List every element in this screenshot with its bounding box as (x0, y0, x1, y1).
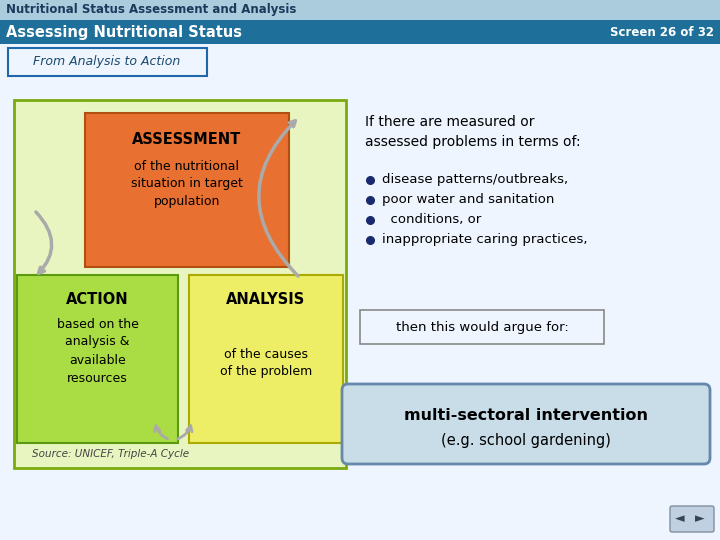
Text: poor water and sanitation: poor water and sanitation (382, 193, 554, 206)
Text: Source: UNICEF, Triple-A Cycle: Source: UNICEF, Triple-A Cycle (32, 449, 189, 459)
FancyBboxPatch shape (0, 0, 720, 20)
Text: ANALYSIS: ANALYSIS (226, 293, 305, 307)
Text: of the causes: of the causes (224, 348, 308, 361)
Text: ◄: ◄ (675, 512, 685, 525)
Text: Assessing Nutritional Status: Assessing Nutritional Status (6, 24, 242, 39)
Text: ASSESSMENT: ASSESSMENT (132, 132, 242, 147)
Text: of the problem: of the problem (220, 366, 312, 379)
Text: analysis &: analysis & (66, 335, 130, 348)
Text: available: available (69, 354, 126, 367)
Text: If there are measured or: If there are measured or (365, 115, 534, 129)
FancyBboxPatch shape (189, 275, 343, 443)
Text: (e.g. school gardening): (e.g. school gardening) (441, 433, 611, 448)
Text: of the nutritional: of the nutritional (135, 159, 240, 172)
FancyBboxPatch shape (14, 100, 346, 468)
Text: based on the: based on the (57, 318, 138, 330)
FancyBboxPatch shape (670, 506, 714, 532)
Text: ►: ► (696, 512, 705, 525)
Text: ACTION: ACTION (66, 293, 129, 307)
Text: conditions, or: conditions, or (382, 213, 481, 226)
Text: situation in target: situation in target (131, 178, 243, 191)
FancyBboxPatch shape (360, 310, 604, 344)
Text: then this would argue for:: then this would argue for: (395, 321, 568, 334)
FancyBboxPatch shape (8, 48, 207, 76)
FancyBboxPatch shape (342, 384, 710, 464)
Text: multi-sectoral intervention: multi-sectoral intervention (404, 408, 648, 422)
Text: Nutritional Status Assessment and Analysis: Nutritional Status Assessment and Analys… (6, 3, 297, 17)
Text: population: population (154, 195, 220, 208)
FancyBboxPatch shape (17, 275, 178, 443)
FancyBboxPatch shape (0, 44, 720, 540)
FancyBboxPatch shape (85, 113, 289, 267)
Text: disease patterns/outbreaks,: disease patterns/outbreaks, (382, 173, 568, 186)
Text: resources: resources (67, 372, 128, 384)
Text: assessed problems in terms of:: assessed problems in terms of: (365, 135, 580, 149)
FancyBboxPatch shape (0, 20, 720, 44)
Text: From Analysis to Action: From Analysis to Action (33, 56, 181, 69)
Text: inappropriate caring practices,: inappropriate caring practices, (382, 233, 588, 246)
Text: Screen 26 of 32: Screen 26 of 32 (610, 25, 714, 38)
